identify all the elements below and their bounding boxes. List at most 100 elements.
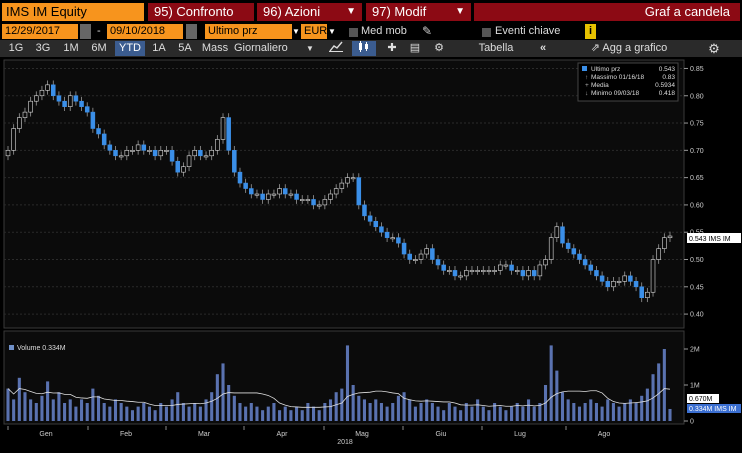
chevron-down-icon[interactable]: ▼: [328, 27, 336, 36]
candle: [96, 128, 101, 135]
end-date-field[interactable]: 09/10/2018: [107, 24, 183, 39]
start-date-field[interactable]: 12/29/2017: [2, 24, 78, 39]
period-6m[interactable]: 6M: [91, 42, 107, 54]
price-tick-label: 0.65: [690, 175, 704, 182]
chart-type-title[interactable]: Graf a candela: [474, 3, 740, 21]
add-to-chart-label: Agg a grafico: [602, 42, 668, 54]
candle: [605, 281, 611, 288]
price-type-select[interactable]: Ultimo prz: [205, 24, 292, 39]
volume-bar: [493, 403, 497, 421]
volume-bar: [300, 410, 304, 421]
title-bar: IMS IM Equity 95) Confronto 96) Azioni ▼…: [0, 0, 742, 22]
period-1g[interactable]: 1G: [8, 42, 24, 54]
candle: [464, 270, 469, 277]
candle-chart-icon[interactable]: [352, 41, 376, 56]
crosshair-icon[interactable]: ✚: [387, 42, 397, 54]
actions-number: 96): [263, 4, 282, 19]
gear-icon[interactable]: ⚙: [708, 41, 720, 56]
interval-select[interactable]: Giornaliero: [234, 42, 288, 54]
legend-min-value: 0.418: [659, 90, 676, 97]
period-1m[interactable]: 1M: [63, 42, 79, 54]
min-marker-icon: ↓: [585, 90, 588, 97]
month-label: Feb: [120, 431, 132, 438]
period-5a[interactable]: 5A: [178, 42, 192, 54]
volume-bar: [527, 399, 531, 421]
settings-icon[interactable]: ⚙: [434, 42, 444, 54]
add-to-chart-button[interactable]: ⇗ Agg a grafico: [566, 41, 692, 56]
period-3g[interactable]: 3G: [35, 42, 51, 54]
chevron-down-icon[interactable]: ▼: [292, 27, 300, 36]
volume-bar: [459, 410, 463, 421]
period-ytd[interactable]: YTD: [115, 41, 145, 56]
volume-bar: [210, 392, 214, 421]
chevron-down-icon[interactable]: ▼: [306, 44, 314, 53]
volume-bar: [464, 403, 468, 421]
info-icon[interactable]: i: [585, 24, 596, 39]
candle: [367, 215, 373, 222]
line-chart-icon[interactable]: [325, 41, 347, 56]
period-max[interactable]: Mass: [201, 42, 229, 54]
candle: [662, 237, 667, 249]
compare-number: 95): [154, 4, 173, 19]
legend-avg-value: 0.5934: [655, 82, 675, 89]
volume-bar: [119, 403, 123, 421]
candle: [254, 193, 260, 196]
candle: [582, 259, 588, 266]
max-marker-icon: ↑: [585, 74, 588, 81]
layers-icon[interactable]: ▤: [409, 42, 421, 54]
actions-button[interactable]: 96) Azioni ▼: [257, 3, 362, 21]
volume-bar: [362, 399, 367, 421]
volume-bar: [476, 399, 480, 421]
month-label: Gen: [39, 431, 52, 438]
compare-button[interactable]: 95) Confronto: [148, 3, 254, 21]
volume-bar: [6, 388, 10, 421]
legend-last-value: 0.543: [659, 66, 676, 73]
compare-label: Confronto: [176, 4, 234, 19]
candle: [215, 139, 220, 151]
volume-bar: [23, 392, 27, 421]
volume-bar: [68, 399, 72, 421]
candle: [571, 248, 577, 255]
month-label: Lug: [514, 431, 526, 438]
volume-bar: [589, 399, 593, 421]
candle: [192, 150, 197, 157]
moving-avg-checkbox[interactable]: [349, 27, 358, 42]
candle: [175, 160, 181, 173]
volume-bar: [532, 406, 536, 421]
volume-bar: [227, 385, 231, 421]
volume-bar: [515, 403, 519, 421]
candle: [299, 199, 305, 201]
candles: [5, 80, 673, 303]
edit-button[interactable]: 97) Modif ▼: [366, 3, 471, 21]
price-legend: Ultimo prz 0.543 ↑ Massimo 01/16/18 0.83…: [577, 62, 679, 102]
currency-select[interactable]: EUR: [301, 24, 327, 39]
candle: [650, 259, 656, 293]
volume-bar: [351, 385, 355, 421]
volume-bar: [51, 399, 55, 421]
price-tag: [687, 233, 741, 243]
candle: [17, 117, 22, 129]
key-events-checkbox[interactable]: [482, 27, 491, 42]
volume-bar: [108, 406, 112, 421]
volume-bar: [436, 406, 440, 421]
month-label: Apr: [277, 431, 289, 438]
volume-bar: [447, 403, 451, 421]
candle: [73, 95, 79, 102]
volume-bar: [662, 349, 666, 421]
pencil-icon[interactable]: ✎: [422, 24, 433, 38]
price-tick-label: 0.70: [690, 148, 704, 155]
calendar-icon[interactable]: [186, 24, 197, 39]
candle: [5, 150, 11, 157]
price-tick-label: 0.80: [690, 93, 704, 100]
collapse-icon[interactable]: «: [539, 42, 547, 54]
volume-bar: [147, 406, 151, 421]
key-events-label: Eventi chiave: [495, 25, 561, 37]
candle: [164, 150, 169, 152]
table-button[interactable]: Tabella: [478, 42, 514, 54]
candle: [611, 281, 616, 288]
candle: [226, 117, 231, 151]
period-1a[interactable]: 1A: [152, 42, 166, 54]
volume-bar: [594, 403, 598, 421]
ticker-field[interactable]: IMS IM Equity: [2, 3, 144, 21]
calendar-icon[interactable]: [80, 24, 91, 39]
